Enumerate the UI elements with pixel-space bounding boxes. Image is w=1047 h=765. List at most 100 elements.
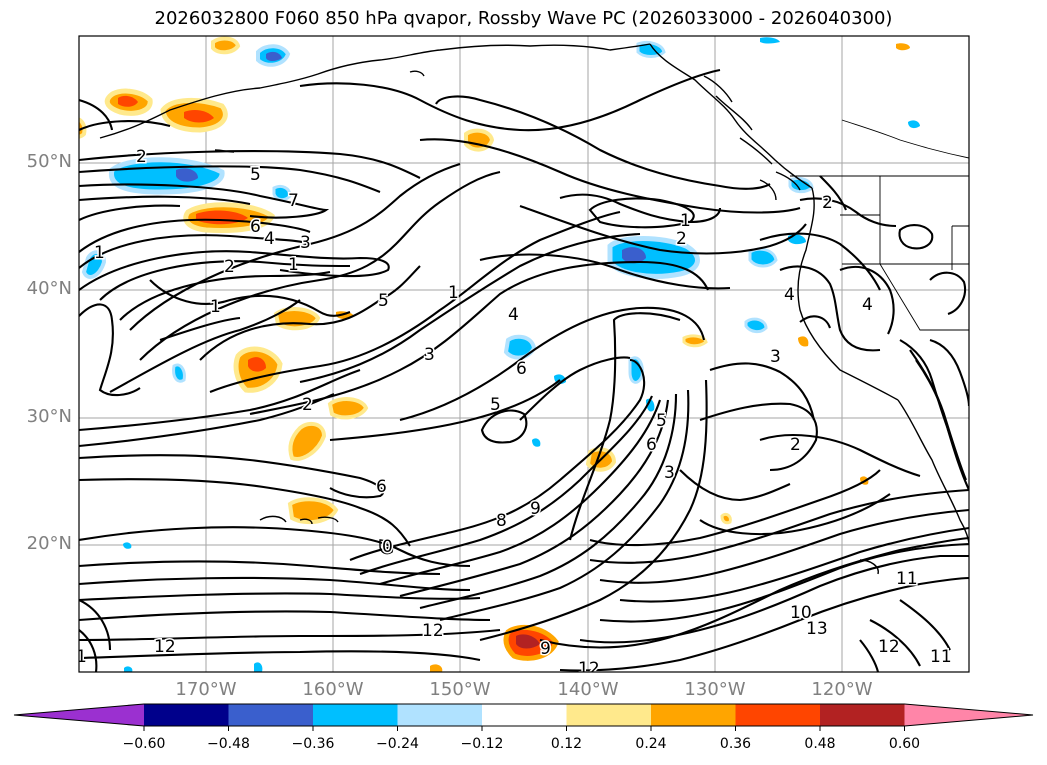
contour-line	[79, 120, 171, 131]
contour-line	[79, 369, 361, 432]
contour-line	[299, 68, 721, 132]
anomaly-blob	[81, 250, 107, 279]
contour-label: 3	[770, 347, 781, 367]
contour-label: 0	[382, 537, 393, 557]
contour-line	[79, 560, 441, 576]
contour-label: 9	[540, 639, 551, 659]
contour-label: 1	[288, 255, 299, 275]
contour-line	[79, 250, 390, 291]
anomaly-blob	[288, 421, 327, 461]
contour-line	[139, 170, 501, 361]
contour-line	[79, 576, 471, 592]
contour-line	[929, 338, 969, 407]
contour-label: 6	[516, 359, 527, 379]
colorbar-tick-label: 0.36	[719, 736, 752, 752]
colorbar-extend-high	[904, 704, 1033, 726]
contour-label: 4	[508, 305, 519, 325]
contour-line	[709, 362, 816, 421]
contour-line	[79, 526, 471, 568]
contour-line	[79, 629, 98, 672]
contour-label: 3	[300, 233, 311, 253]
map-title: 2026032800 F060 850 hPa qvapor, Rossby W…	[154, 8, 893, 29]
contour-label: 6	[646, 435, 657, 455]
anomaly-blob	[896, 43, 910, 51]
contour-label: 1	[448, 283, 459, 303]
lon-label-120w: 120°W	[811, 679, 873, 700]
contour-line	[519, 205, 807, 255]
contour-lines	[79, 68, 969, 672]
colorbar-tick-label: 0.12	[550, 736, 583, 752]
anomaly-blob	[622, 247, 646, 264]
contour-line	[399, 306, 706, 422]
contour-label: 6	[250, 217, 261, 237]
anomaly-blob	[430, 664, 443, 672]
anomaly-blob	[748, 247, 778, 268]
anomaly-blob	[118, 95, 138, 107]
contour-line	[588, 197, 695, 229]
contour-line	[779, 265, 881, 352]
anomaly-blob	[798, 336, 809, 347]
anomaly-blob	[248, 357, 266, 372]
contour-line	[149, 279, 351, 317]
contour-line	[79, 218, 311, 253]
contour-line	[359, 395, 653, 575]
colorbar-segment	[144, 704, 229, 726]
anomaly-blob	[211, 36, 241, 55]
contour-labels: 2 5 7 6 4 3 1 2 1 1 5 1 4 3 2 5 6 6 8 9 …	[76, 146, 953, 679]
lon-label-130w: 130°W	[684, 679, 746, 700]
colorbar-tick-label: 0.60	[888, 736, 921, 752]
contour-label: 2	[676, 229, 687, 249]
contour-line	[699, 493, 891, 536]
colorbar-tick-label: −0.36	[291, 736, 335, 752]
contour-label: 4	[862, 295, 873, 315]
anomaly-blob	[744, 317, 768, 334]
contour-line	[619, 526, 969, 603]
contour-line	[79, 165, 381, 193]
colorbar-segment	[820, 704, 905, 726]
contour-line	[79, 195, 251, 206]
colorbar-segment	[735, 704, 820, 726]
contour-label: 7	[288, 191, 299, 211]
contour-line	[559, 193, 722, 224]
anomaly-blob	[254, 662, 263, 672]
contour-label: 2	[790, 435, 801, 455]
contour-label: 1	[76, 647, 87, 667]
contour-label: 11	[930, 647, 952, 667]
contour-label: 12	[578, 659, 600, 679]
contour-label: 12	[878, 637, 900, 657]
contour-label: 13	[806, 619, 828, 639]
anomaly-blob	[760, 37, 780, 44]
anomaly-blob	[184, 110, 214, 123]
colorbar-extend-low	[14, 704, 144, 726]
contour-label: 10	[790, 603, 812, 623]
contour-line	[79, 234, 311, 269]
anomaly-blob	[287, 497, 339, 525]
contour-line	[349, 358, 646, 561]
contour-line	[859, 639, 880, 672]
colorbar-tick-label: −0.60	[122, 736, 166, 752]
contour-line	[199, 265, 421, 361]
borders	[790, 119, 969, 331]
contour-label: 6	[376, 477, 387, 497]
contour-line	[79, 98, 114, 131]
contour-line	[589, 469, 881, 547]
contour-line	[419, 138, 801, 214]
contour-label: 12	[154, 637, 176, 657]
contour-line	[119, 270, 331, 321]
contour-label: 2	[822, 193, 833, 213]
anomaly-blob	[172, 363, 186, 383]
contour-line	[839, 265, 895, 335]
contour-line	[519, 356, 631, 421]
contour-label: 5	[656, 411, 667, 431]
anomaly-blob	[176, 168, 198, 182]
contour-label: 11	[896, 569, 918, 589]
contour-label: 4	[784, 285, 795, 305]
colorbar-segment	[313, 704, 398, 726]
contour-line	[439, 389, 690, 622]
contour-label: 1	[680, 211, 691, 231]
contour-line	[559, 576, 969, 672]
contour-line	[759, 232, 881, 291]
anomaly-blob	[720, 512, 732, 525]
contour-label: 5	[378, 291, 389, 311]
